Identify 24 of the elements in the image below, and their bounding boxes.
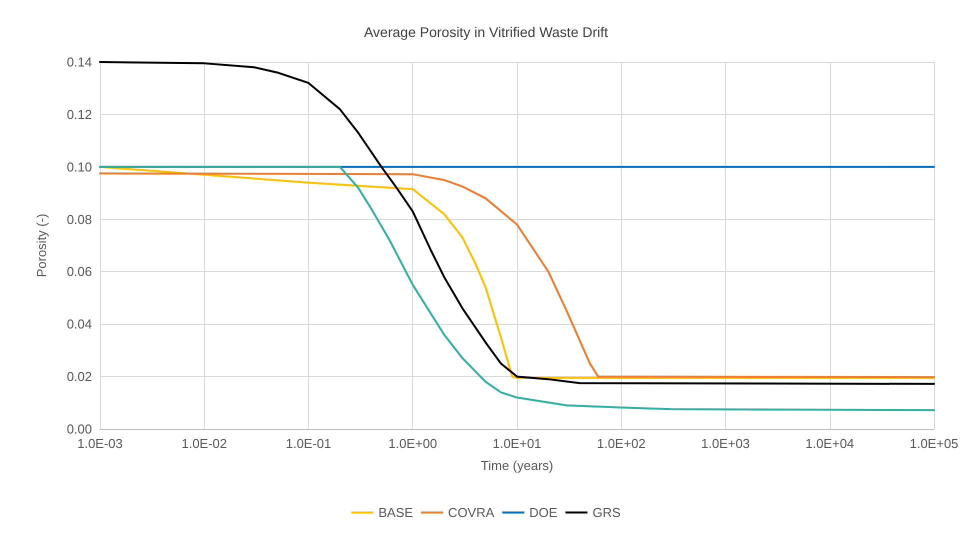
- x-tick-label: 1.0E-03: [77, 436, 123, 451]
- y-tick-label: 0.02: [66, 369, 92, 384]
- legend-label: DOE: [529, 505, 558, 520]
- x-tick-label: 1.0E+02: [596, 436, 646, 451]
- x-tick-label: 1.0E+00: [388, 436, 438, 451]
- legend-label: GRS: [592, 505, 621, 520]
- y-tick-label: 0.06: [66, 264, 92, 280]
- x-tick-label: 1.0E+01: [492, 436, 542, 451]
- x-tick-label: 1.0E+03: [701, 436, 750, 451]
- y-tick-label: 0.14: [66, 54, 92, 70]
- y-tick-label: 0.08: [66, 212, 92, 227]
- y-tick-label: 0.04: [66, 316, 92, 332]
- x-axis-title: Time (years): [480, 458, 554, 473]
- y-tick-label: 0.00: [66, 422, 92, 436]
- chart-title: Average Porosity in Vitrified Waste Drift: [364, 24, 608, 40]
- y-tick-label: 0.10: [66, 159, 92, 174]
- legend-label: COVRA: [448, 505, 495, 520]
- x-tick-label: 1.0E+04: [805, 436, 854, 451]
- x-tick-label: 1.0E+05: [910, 436, 958, 451]
- legend-label: BASE: [378, 505, 414, 520]
- x-tick-label: 1.0E-01: [286, 436, 332, 451]
- y-tick-label: 0.12: [66, 106, 92, 122]
- y-axis-title: Porosity (-): [34, 214, 49, 278]
- x-tick-label: 1.0E-02: [181, 436, 228, 451]
